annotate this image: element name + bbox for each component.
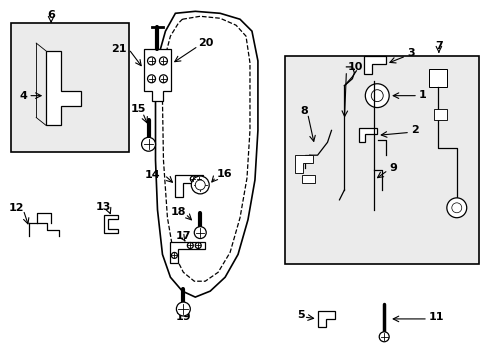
- Polygon shape: [143, 49, 171, 100]
- Circle shape: [147, 75, 155, 83]
- Text: 16: 16: [217, 169, 232, 179]
- Text: 17: 17: [175, 230, 191, 240]
- Text: 2: 2: [410, 125, 418, 135]
- Circle shape: [370, 90, 383, 102]
- Circle shape: [159, 57, 167, 65]
- Polygon shape: [317, 311, 335, 327]
- Polygon shape: [175, 175, 203, 197]
- Text: 5: 5: [296, 310, 304, 320]
- Text: 11: 11: [428, 312, 444, 322]
- Circle shape: [176, 302, 190, 316]
- Circle shape: [365, 84, 388, 108]
- Circle shape: [171, 252, 177, 258]
- Polygon shape: [46, 51, 81, 125]
- Circle shape: [196, 176, 202, 182]
- Text: 9: 9: [388, 163, 396, 173]
- Text: 20: 20: [198, 38, 213, 48]
- Text: 12: 12: [8, 203, 24, 213]
- Polygon shape: [301, 175, 314, 183]
- Text: 19: 19: [175, 312, 191, 322]
- Text: 21: 21: [111, 44, 126, 54]
- Text: 15: 15: [131, 104, 146, 113]
- Circle shape: [379, 332, 388, 342]
- Circle shape: [159, 75, 167, 83]
- Polygon shape: [433, 109, 446, 121]
- Text: 14: 14: [144, 170, 160, 180]
- Text: 13: 13: [96, 202, 111, 212]
- Circle shape: [446, 198, 466, 218]
- Text: 4: 4: [20, 91, 27, 101]
- Circle shape: [191, 176, 209, 194]
- Polygon shape: [428, 69, 446, 87]
- Polygon shape: [359, 129, 376, 142]
- Circle shape: [142, 137, 155, 151]
- Bar: [284, 56, 478, 264]
- Polygon shape: [170, 242, 205, 264]
- Text: 6: 6: [47, 10, 55, 20]
- Polygon shape: [294, 155, 312, 173]
- Polygon shape: [364, 56, 386, 74]
- Polygon shape: [155, 11, 257, 297]
- Text: 18: 18: [170, 207, 186, 217]
- Text: 3: 3: [406, 48, 414, 58]
- Circle shape: [451, 203, 461, 213]
- Text: 8: 8: [300, 105, 308, 116]
- Circle shape: [187, 243, 193, 248]
- Bar: [11, 23, 128, 152]
- Text: 10: 10: [346, 62, 362, 72]
- Circle shape: [147, 57, 155, 65]
- Circle shape: [190, 176, 196, 182]
- Polygon shape: [103, 215, 118, 233]
- Text: 1: 1: [418, 90, 426, 100]
- Circle shape: [194, 227, 206, 239]
- Text: 7: 7: [434, 41, 442, 51]
- Circle shape: [195, 180, 205, 190]
- Circle shape: [195, 243, 201, 248]
